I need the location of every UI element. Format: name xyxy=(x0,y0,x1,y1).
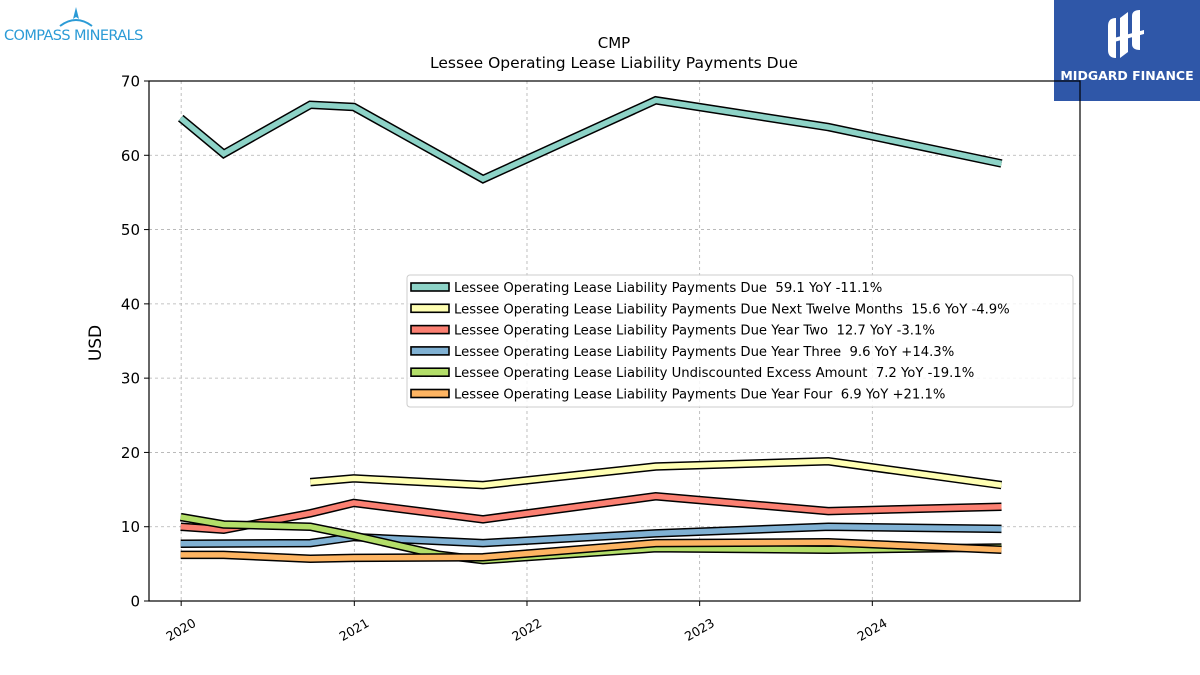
y-tick-label: 0 xyxy=(130,593,140,611)
legend-swatch-1 xyxy=(410,303,450,314)
compass-minerals-logo: COMPASS MINERALS xyxy=(4,6,149,54)
y-tick-label: 10 xyxy=(121,518,140,536)
legend-box xyxy=(406,274,1074,408)
midgard-finance-logo: MIDGARD FINANCE xyxy=(1054,0,1200,101)
compass-icon xyxy=(59,7,93,27)
y-tick-label: 40 xyxy=(121,295,140,313)
x-tick-label: 2020 xyxy=(163,615,198,644)
series-line-1 xyxy=(310,458,1002,488)
legend-label-4: Lessee Operating Lease Liability Undisco… xyxy=(454,366,974,381)
legend-label-5: Lessee Operating Lease Liability Payment… xyxy=(454,388,945,403)
x-tick-label: 2023 xyxy=(682,615,717,644)
y-tick-label: 70 xyxy=(121,73,140,91)
midgard-mark-icon xyxy=(1108,10,1144,58)
x-tick-label: 2021 xyxy=(337,615,372,644)
legend-label-3: Lessee Operating Lease Liability Payment… xyxy=(454,345,954,360)
y-tick-label: 60 xyxy=(121,147,140,165)
legend-swatch-4 xyxy=(410,367,450,378)
legend-swatch-0 xyxy=(410,282,450,292)
legend-label-2: Lessee Operating Lease Liability Payment… xyxy=(454,324,935,339)
legend-label-1: Lessee Operating Lease Liability Payment… xyxy=(454,302,1010,317)
y-tick-label: 30 xyxy=(121,370,140,388)
series-line-5 xyxy=(180,539,1002,562)
chart-title: CMP xyxy=(598,34,630,52)
x-tick-label: 2022 xyxy=(509,615,544,644)
legend-swatch-3 xyxy=(410,346,450,356)
series-line-3 xyxy=(180,523,1002,547)
y-tick-label: 50 xyxy=(121,221,140,239)
compass-minerals-wordmark: COMPASS MINERALS xyxy=(4,28,143,44)
legend-label-0: Lessee Operating Lease Liability Payment… xyxy=(454,281,882,296)
midgard-finance-wordmark: MIDGARD FINANCE xyxy=(1060,68,1194,83)
plot-frame xyxy=(148,80,1081,602)
series-line-0 xyxy=(178,97,1003,183)
y-tick-label: 20 xyxy=(121,444,140,462)
x-tick-label: 2024 xyxy=(855,615,890,644)
legend-swatch-2 xyxy=(410,324,450,335)
chart-subtitle: Lessee Operating Lease Liability Payment… xyxy=(430,54,798,72)
y-axis-label: USD xyxy=(86,325,106,361)
legend-swatch-5 xyxy=(410,388,450,399)
